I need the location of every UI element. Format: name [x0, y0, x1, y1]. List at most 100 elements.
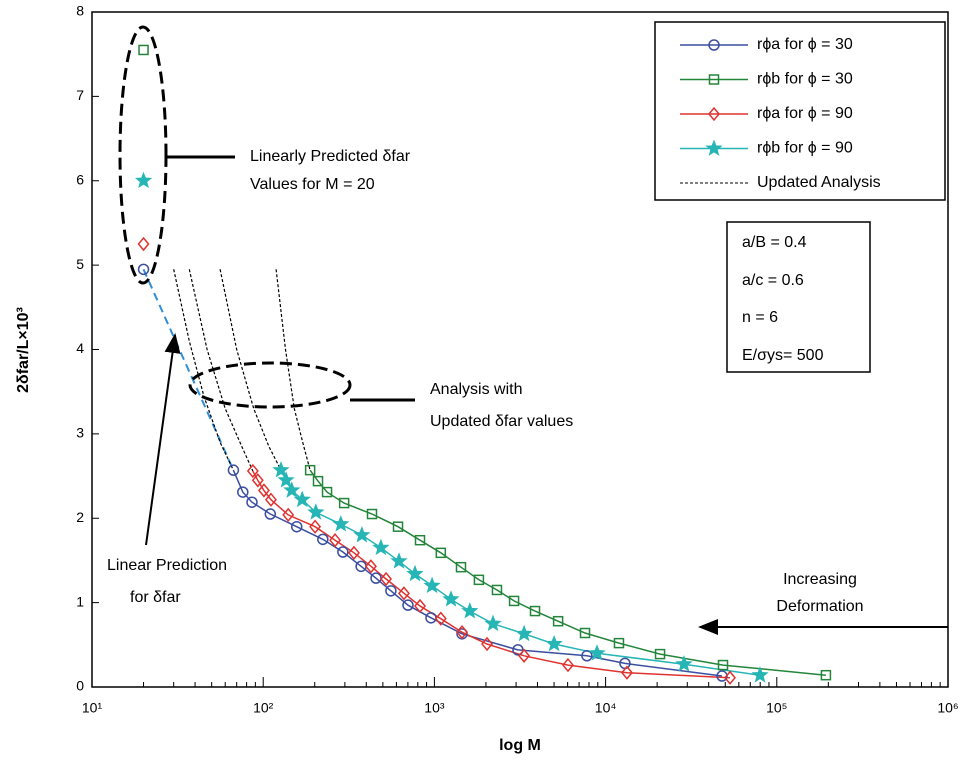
marker — [414, 598, 426, 614]
y-tick-label: 5 — [76, 256, 84, 272]
marker — [751, 666, 769, 683]
marker — [246, 463, 259, 479]
legend-box — [654, 21, 946, 201]
marker — [423, 576, 441, 594]
x-tick-label: 10¹ — [82, 700, 103, 716]
marker — [337, 546, 349, 558]
marker — [251, 473, 264, 488]
annotation: Increasing — [783, 571, 857, 588]
annotation: Deformation — [776, 598, 863, 615]
marker — [588, 644, 606, 661]
marker — [708, 74, 720, 85]
marker — [435, 547, 447, 559]
ellipse — [188, 361, 352, 409]
y-tick-label: 4 — [76, 340, 84, 356]
marker — [282, 507, 295, 523]
marker — [366, 508, 378, 520]
marker — [246, 496, 258, 508]
marker — [481, 636, 494, 652]
marker — [675, 655, 693, 672]
marker — [304, 464, 316, 476]
marker — [518, 648, 531, 663]
marker — [473, 574, 485, 586]
marker — [484, 614, 502, 632]
marker — [329, 533, 342, 548]
legend-label: rϕb for ϕ = 30 — [757, 71, 853, 88]
legend-label: rϕa for ϕ = 30 — [757, 36, 853, 53]
x-axis-label: log M — [499, 737, 541, 754]
marker — [347, 545, 360, 561]
marker — [402, 599, 414, 611]
marker — [406, 564, 424, 582]
marker — [705, 139, 723, 156]
updated-analysis-line — [219, 269, 282, 471]
parameter: a/B = 0.4 — [742, 234, 807, 251]
marker — [264, 492, 277, 507]
marker — [380, 571, 393, 587]
marker — [552, 615, 564, 627]
marker — [508, 595, 520, 607]
marker — [317, 533, 329, 546]
series-line — [232, 469, 723, 677]
arrow — [145, 333, 181, 546]
marker — [512, 644, 524, 656]
legend-label: rϕa for ϕ = 90 — [757, 105, 853, 122]
marker — [654, 648, 666, 660]
marker — [620, 665, 633, 680]
marker — [353, 525, 371, 543]
marker — [312, 475, 324, 487]
annotation: Updated δfar values — [430, 413, 573, 430]
marker — [264, 508, 277, 520]
marker — [414, 534, 426, 546]
marker — [456, 624, 469, 640]
marker — [455, 561, 467, 573]
marker — [442, 590, 460, 607]
x-tick-label: 10⁵ — [766, 700, 787, 716]
marker — [137, 263, 150, 276]
y-tick-label: 2 — [76, 509, 84, 525]
marker — [515, 624, 533, 642]
parameter: n = 6 — [742, 309, 778, 326]
marker — [581, 650, 593, 662]
y-tick-label: 3 — [76, 425, 84, 441]
marker — [293, 490, 311, 508]
marker — [309, 519, 322, 534]
marker — [134, 171, 153, 189]
marker — [290, 520, 303, 533]
marker — [461, 602, 479, 619]
marker — [364, 559, 377, 574]
annotation: for δfar — [130, 589, 181, 606]
marker — [372, 538, 390, 556]
marker — [332, 515, 350, 532]
parameter: a/c = 0.6 — [742, 272, 804, 289]
ellipse — [118, 25, 168, 285]
y-tick-label: 1 — [76, 593, 84, 609]
marker — [434, 611, 447, 626]
annotation: Linearly Predicted δfar — [250, 148, 411, 165]
marker — [137, 236, 150, 252]
marker — [138, 44, 149, 56]
marker — [820, 669, 832, 681]
updated-analysis-line — [173, 269, 234, 471]
series-line — [280, 469, 761, 676]
marker — [724, 670, 736, 685]
marker — [708, 106, 720, 122]
marker — [227, 464, 240, 476]
x-tick-label: 10² — [253, 700, 274, 716]
marker — [277, 471, 295, 488]
marker — [283, 481, 301, 498]
linear-prediction-line — [142, 268, 235, 471]
legend-label: Updated Analysis — [757, 174, 881, 191]
legend-label: rϕb for ϕ = 90 — [757, 140, 853, 157]
y-axis-label: 2δfar/L×10³ — [15, 307, 32, 393]
updated-analysis-line — [275, 269, 311, 471]
marker — [613, 637, 625, 649]
marker — [562, 657, 574, 673]
x-tick-label: 10³ — [424, 700, 445, 716]
annotation: Analysis with — [430, 381, 522, 398]
y-tick-label: 7 — [76, 87, 84, 103]
marker — [397, 586, 410, 601]
marker — [392, 521, 404, 532]
marker — [529, 605, 541, 617]
